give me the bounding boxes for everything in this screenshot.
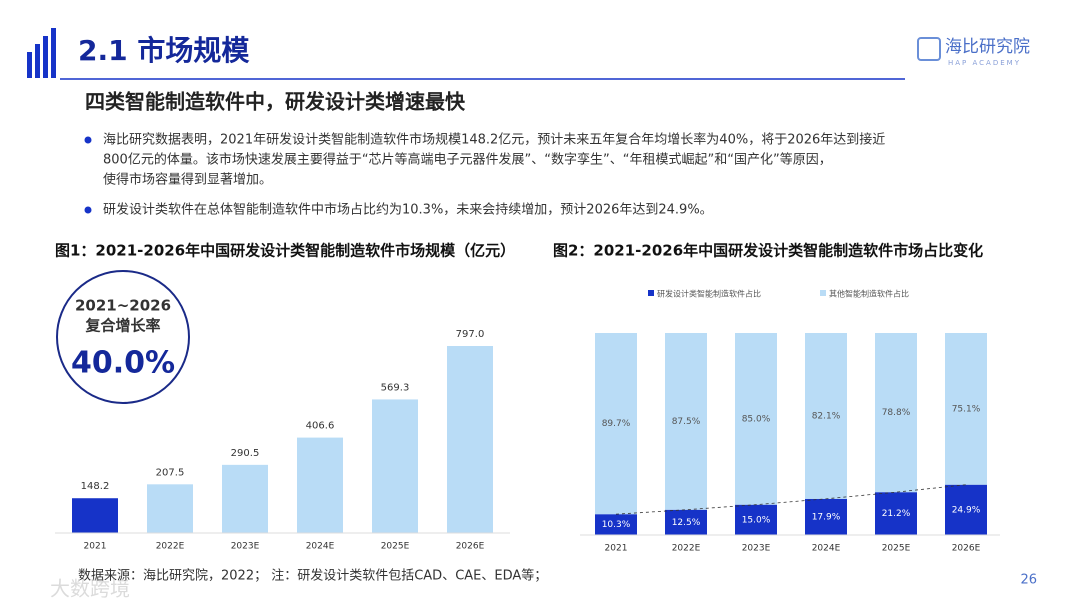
bar-segment xyxy=(875,333,917,493)
x-tick-label: 2025E xyxy=(882,544,911,554)
logo-bars xyxy=(27,28,56,78)
x-tick-label: 2025E xyxy=(381,542,410,552)
logo-sub: HAP ACADEMY xyxy=(948,59,1021,67)
chart-title: 图2：2021-2026年中国研发设计类智能制造软件市场占比变化 xyxy=(553,242,983,260)
bar xyxy=(372,399,418,533)
x-tick-label: 2023E xyxy=(231,542,260,552)
value-label: 78.8% xyxy=(882,408,911,418)
legend-swatch xyxy=(820,290,826,296)
badge-label: 复合增长率 xyxy=(84,317,160,335)
bullet-text: 800亿元的体量。该市场快速发展主要得益于“芯片等高端电子元器件发展”、“数字孪… xyxy=(103,152,832,168)
chart-title: 图1：2021-2026年中国研发设计类智能制造软件市场规模（亿元） xyxy=(55,242,515,260)
value-label: 17.9% xyxy=(812,512,841,522)
value-label: 15.0% xyxy=(742,515,771,525)
subtitle: 四类智能制造软件中，研发设计类增速最快 xyxy=(85,90,466,114)
badge-value: 40.0% xyxy=(71,346,175,381)
page-number: 26 xyxy=(1020,573,1037,588)
value-label: 75.1% xyxy=(952,404,981,414)
bar-segment xyxy=(595,514,637,535)
bar-segment xyxy=(945,484,987,535)
value-label: 10.3% xyxy=(602,520,631,530)
bar-segment xyxy=(875,492,917,535)
bar-segment xyxy=(735,504,777,535)
badge-years: 2021~2026 xyxy=(75,297,171,315)
bar-segment xyxy=(665,509,707,535)
value-label: 12.5% xyxy=(672,518,701,528)
x-tick-label: 2022E xyxy=(156,542,185,552)
value-label: 569.3 xyxy=(381,382,410,393)
bullet-text: 研发设计类软件在总体智能制造软件中市场占比约为10.3%，未来会持续增加，预计2… xyxy=(103,202,713,218)
value-label: 148.2 xyxy=(81,481,110,492)
bar-segment xyxy=(595,333,637,515)
watermark: 大数跨境 xyxy=(50,577,130,601)
value-label: 207.5 xyxy=(156,467,185,478)
value-label: 797.0 xyxy=(456,329,485,340)
badge xyxy=(56,270,190,404)
page-title: 2.1 市场规模 xyxy=(78,34,250,67)
bar-segment xyxy=(805,498,847,535)
legend-label: 研发设计类智能制造软件占比 xyxy=(657,289,761,299)
bar xyxy=(447,346,493,533)
bullet-text: 使得市场容量得到显著增加。 xyxy=(103,172,272,188)
logo-icon xyxy=(917,37,941,61)
trend-line xyxy=(615,484,967,515)
value-label: 85.0% xyxy=(742,414,771,424)
bar-segment xyxy=(805,333,847,499)
bar-segment xyxy=(945,333,987,485)
value-label: 290.5 xyxy=(231,448,260,459)
value-label: 406.6 xyxy=(306,421,335,432)
bar xyxy=(72,498,118,533)
value-label: 82.1% xyxy=(812,411,841,421)
value-label: 89.7% xyxy=(602,419,631,429)
x-tick-label: 2022E xyxy=(672,544,701,554)
value-label: 87.5% xyxy=(672,417,701,427)
bullet-text: 海比研究数据表明，2021年研发设计类智能制造软件市场规模148.2亿元，预计未… xyxy=(103,132,885,148)
bullet-dot xyxy=(84,206,92,214)
x-tick-label: 2024E xyxy=(812,544,841,554)
bullet-dot xyxy=(84,136,92,144)
x-tick-label: 2023E xyxy=(742,544,771,554)
source-note: 数据来源：海比研究院，2022； 注：研发设计类软件包括CAD、CAE、EDA等… xyxy=(78,568,547,584)
bar xyxy=(147,484,193,533)
x-tick-label: 2024E xyxy=(306,542,335,552)
x-tick-label: 2021 xyxy=(84,542,107,552)
bar xyxy=(222,464,268,533)
bar-segment xyxy=(735,333,777,505)
x-tick-label: 2026E xyxy=(952,544,981,554)
bar-segment xyxy=(665,333,707,510)
x-tick-label: 2026E xyxy=(456,542,485,552)
bar xyxy=(297,437,343,533)
legend-swatch xyxy=(648,290,654,296)
value-label: 24.9% xyxy=(952,505,981,515)
logo-text: 海比研究院 xyxy=(945,37,1030,57)
x-tick-label: 2021 xyxy=(605,544,628,554)
legend-label: 其他智能制造软件占比 xyxy=(829,289,909,299)
value-label: 21.2% xyxy=(882,509,911,519)
